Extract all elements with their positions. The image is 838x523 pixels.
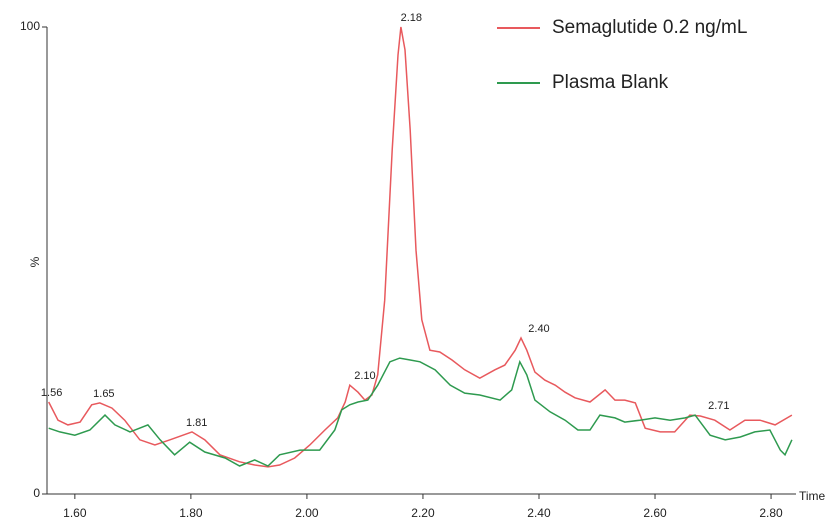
peak-label: 2.40 [528, 323, 549, 335]
peak-label: 2.71 [708, 400, 729, 412]
series-line [48, 26, 793, 468]
x-tick-label: 2.00 [295, 506, 319, 520]
legend-text: Semaglutide 0.2 ng/mL [552, 17, 747, 38]
legend-text: Plasma Blank [552, 72, 669, 93]
peak-label: 2.10 [354, 370, 375, 382]
peak-label: 1.65 [93, 388, 114, 400]
x-tick-label: 2.20 [411, 506, 435, 520]
x-tick-label: 2.80 [759, 506, 783, 520]
peak-label: 1.56 [41, 387, 62, 399]
x-tick-label: 1.80 [179, 506, 203, 520]
x-tick-label: 1.60 [63, 506, 87, 520]
y-axis-label: % [28, 256, 42, 267]
peak-label: 1.81 [186, 417, 207, 429]
x-tick-label: 2.60 [643, 506, 667, 520]
peak-label: 2.18 [401, 12, 422, 24]
x-tick-label: 2.40 [527, 506, 551, 520]
y-tick-label: 100 [20, 19, 40, 33]
series-line [48, 357, 793, 467]
y-tick-label: 0 [33, 486, 40, 500]
x-axis-label: Time [799, 489, 826, 503]
